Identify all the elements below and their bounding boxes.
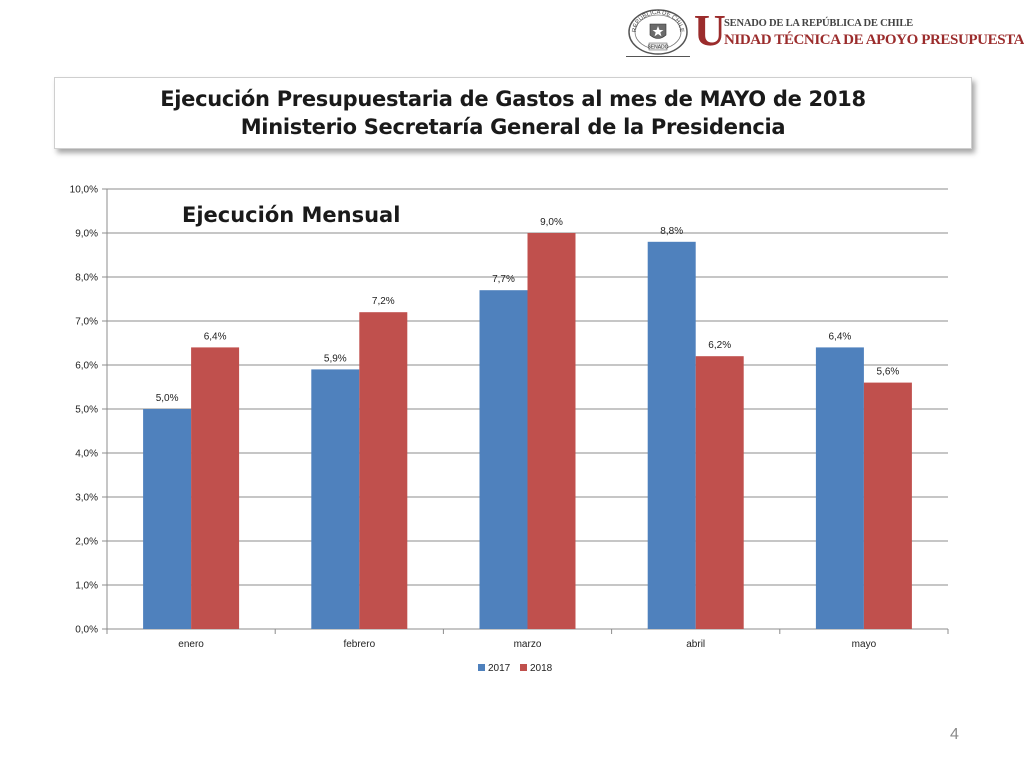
data-label: 7,7% <box>492 274 515 285</box>
y-tick-label: 10,0% <box>70 185 98 196</box>
data-label: 9,0% <box>540 217 563 228</box>
y-tick-label: 4,0% <box>75 449 98 460</box>
data-label: 5,0% <box>156 393 179 404</box>
legend-label-2017: 2017 <box>488 663 511 674</box>
chart-title: Ejecución Mensual <box>182 203 400 227</box>
data-label: 5,9% <box>324 353 347 364</box>
data-label: 6,4% <box>829 331 852 342</box>
senate-seal-icon: REPÚBLICA DE CHILE SENADO <box>628 9 688 55</box>
y-tick-label: 6,0% <box>75 361 98 372</box>
legend-label-2018: 2018 <box>530 663 553 674</box>
y-tick-label: 0,0% <box>75 625 98 636</box>
y-tick-label: 7,0% <box>75 317 98 328</box>
y-tick-label: 2,0% <box>75 537 98 548</box>
data-label: 7,2% <box>372 296 395 307</box>
y-tick-label: 8,0% <box>75 273 98 284</box>
slide-title-line1: Ejecución Presupuestaria de Gastos al me… <box>160 87 866 111</box>
logo-divider <box>626 56 690 57</box>
x-tick-label: abril <box>686 639 705 650</box>
bar-2018-marzo <box>527 233 576 629</box>
bar-2017-abril <box>647 241 696 630</box>
y-tick-label: 1,0% <box>75 581 98 592</box>
seal-text-bottom: SENADO <box>647 45 668 51</box>
legend-swatch-2017 <box>478 664 485 671</box>
x-tick-label: febrero <box>343 639 375 650</box>
data-label: 8,8% <box>660 226 683 237</box>
bar-2017-mayo <box>815 347 864 629</box>
logo-line1: SENADO DE LA REPÚBLICA DE CHILE <box>724 18 913 29</box>
y-tick-label: 5,0% <box>75 405 98 416</box>
slide-title-box: Ejecución Presupuestaria de Gastos al me… <box>54 77 972 149</box>
slide-title-line2: Ministerio Secretaría General de la Pres… <box>240 115 786 139</box>
legend-swatch-2018 <box>520 664 527 671</box>
logo-line2: NIDAD TÉCNICA DE APOYO PRESUPUESTARIO <box>724 32 1024 48</box>
x-tick-label: enero <box>178 639 204 650</box>
x-tick-label: marzo <box>514 639 542 650</box>
bar-2018-febrero <box>359 312 408 629</box>
bar-2018-enero <box>191 347 240 629</box>
bar-2017-febrero <box>311 369 360 629</box>
x-tick-label: mayo <box>852 639 877 650</box>
y-tick-label: 9,0% <box>75 229 98 240</box>
logo-initial: U <box>694 6 726 55</box>
bar-2017-enero <box>143 409 192 629</box>
data-label: 6,4% <box>204 331 227 342</box>
data-label: 5,6% <box>877 367 900 378</box>
bar-2018-abril <box>695 356 744 629</box>
senate-logo: REPÚBLICA DE CHILE SENADO U SENADO DE LA… <box>626 6 1024 60</box>
page-number: 4 <box>950 726 959 743</box>
data-label: 6,2% <box>708 340 731 351</box>
bar-2017-marzo <box>479 290 528 629</box>
y-tick-label: 3,0% <box>75 493 98 504</box>
bar-2018-mayo <box>863 382 912 629</box>
